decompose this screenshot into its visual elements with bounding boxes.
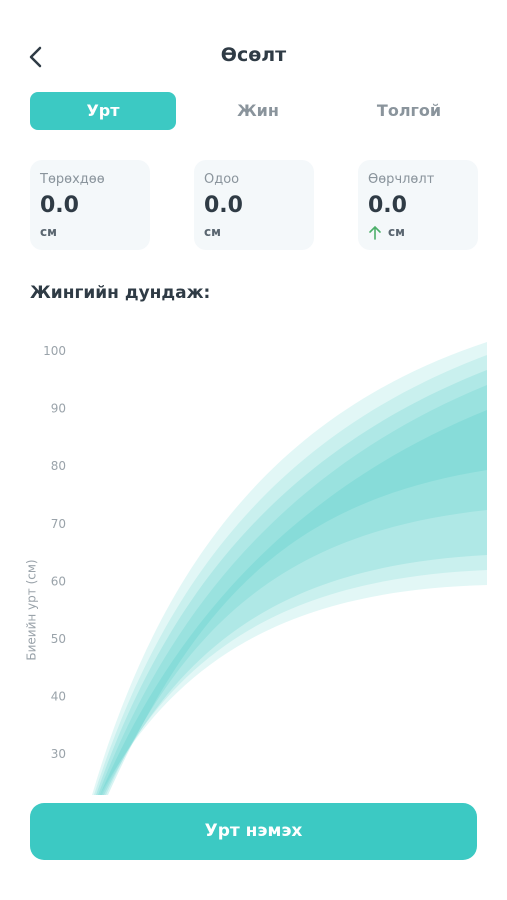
y-tick-label: 90	[51, 402, 66, 416]
band	[94, 355, 487, 795]
card-value: 0.0	[204, 193, 243, 218]
y-tick-label: 40	[51, 690, 66, 704]
card-label: Өөрчлөлт	[368, 172, 435, 187]
stat-card: Одоо 0.0 см	[194, 160, 314, 250]
y-tick-label: 70	[51, 517, 66, 531]
page-title: Өсөлт	[220, 44, 287, 66]
band	[100, 410, 487, 795]
card-value: 0.0	[368, 193, 407, 218]
y-axis-label: Биеийн урт (см)	[25, 559, 39, 660]
card-unit: см	[204, 225, 221, 239]
card-unit: см	[388, 225, 405, 239]
tab[interactable]: Толгой	[376, 101, 442, 120]
tab[interactable]: Жин	[237, 101, 279, 120]
stat-card: Төрөхдөө 0.0 см	[30, 160, 150, 250]
band	[98, 385, 487, 795]
card-value: 0.0	[40, 193, 79, 218]
card-unit: см	[40, 225, 57, 239]
card-label: Одоо	[204, 172, 240, 187]
y-tick-label: 60	[51, 574, 66, 588]
y-tick-label: 80	[51, 459, 66, 473]
y-tick-label: 30	[51, 747, 66, 761]
back-button[interactable]	[26, 45, 46, 69]
stat-card: Өөрчлөлт 0.0 см	[358, 160, 478, 250]
up-arrow	[369, 225, 381, 240]
tab[interactable]: Урт	[30, 92, 176, 130]
y-tick-label: 100	[43, 344, 66, 358]
band	[96, 370, 487, 795]
chart: Биеийн урт (см) 30 40 50 60 70 80 90 100	[25, 342, 487, 795]
band	[92, 342, 487, 795]
card-label: Төрөхдөө	[40, 172, 105, 187]
y-tick-label: 50	[51, 632, 66, 646]
bands	[92, 342, 487, 795]
section-title: Жингийн дундаж:	[30, 283, 211, 303]
add-button[interactable]: Урт нэмэх	[30, 803, 477, 860]
